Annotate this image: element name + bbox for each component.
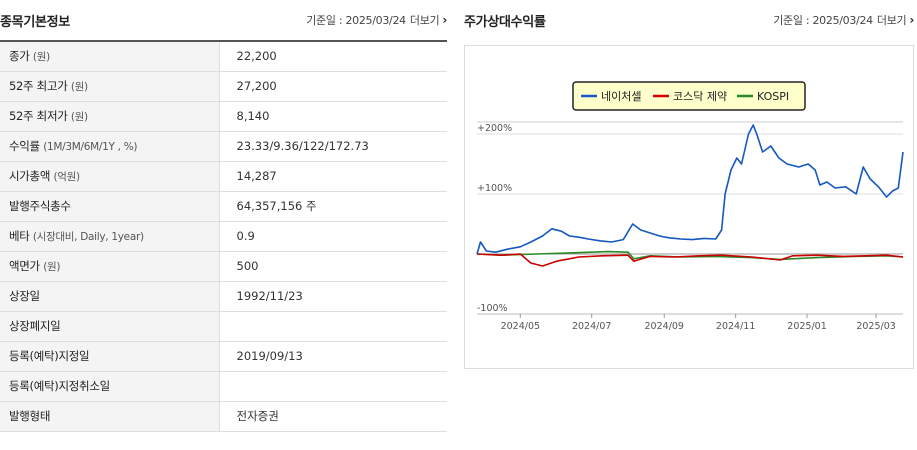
- info-key-unit: (원): [70, 81, 88, 93]
- info-key-unit: (시장대비, Daily, 1year): [32, 231, 144, 243]
- info-row: 발행주식총수 64,357,156 주: [0, 191, 447, 222]
- info-row: 발행형태 전자증권: [0, 401, 447, 432]
- x-tick-label: 2024/07: [572, 321, 611, 332]
- info-key-unit: (원): [70, 111, 88, 123]
- info-row: 액면가 (원) 500: [0, 251, 447, 282]
- y-tick-label: +100%: [477, 183, 512, 194]
- chart-svg: +200% +100% -100% 2024/05 2024/07 2024/09 2024…: [476, 81, 904, 332]
- info-key: 수익률 (1M/3M/6M/1Y , %): [0, 131, 220, 162]
- info-row: 수익률 (1M/3M/6M/1Y , %) 23.33/9.36/122/172.…: [0, 131, 447, 162]
- relative-return-more-label: 더보기: [876, 14, 907, 27]
- info-key-label: 액면가: [9, 259, 40, 273]
- x-tick-label: 2025/03: [856, 321, 895, 332]
- stock-info-panel: 종목기본정보 기준일 : 2025/03/24 더보기 › 종가 (원) 22,20…: [0, 0, 447, 432]
- stock-info-header: 종목기본정보 기준일 : 2025/03/24 더보기 ›: [0, 0, 447, 40]
- info-key-label: 상장일: [9, 289, 40, 303]
- info-key: 등록(예탁)지정취소일: [0, 371, 220, 402]
- info-value: 0.9: [219, 221, 447, 252]
- info-key: 52주 최고가 (원): [0, 71, 220, 102]
- info-key-label: 시가총액: [9, 169, 51, 183]
- y-tick-label: +200%: [477, 123, 512, 134]
- info-value: 23.33/9.36/122/172.73: [219, 131, 447, 162]
- info-row: 상장일 1992/11/23: [0, 281, 447, 312]
- info-value: 전자증권: [219, 401, 447, 432]
- info-value: 1992/11/23: [219, 281, 447, 312]
- stock-info-table: 종가 (원) 22,200 52주 최고가 (원) 27,200 52주 최저가 (원)…: [0, 40, 447, 432]
- info-key-label: 등록(예탁)지정취소일: [9, 379, 110, 393]
- info-row: 종가 (원) 22,200: [0, 41, 447, 72]
- info-key: 액면가 (원): [0, 251, 220, 282]
- series-line: [476, 253, 904, 267]
- info-value: 14,287: [219, 161, 447, 192]
- info-key-label: 발행형태: [9, 409, 51, 423]
- chevron-right-icon: ›: [909, 13, 914, 27]
- relative-return-panel: 주가상대수익률 기준일 : 2025/03/24 더보기 › +200% +100%…: [464, 0, 914, 369]
- relative-return-date: 기준일 : 2025/03/24: [773, 14, 873, 27]
- legend-label: 네이처셀: [601, 90, 641, 103]
- legend-box: [572, 81, 806, 111]
- info-key: 등록(예탁)지정일: [0, 341, 220, 372]
- info-key: 상장일: [0, 281, 220, 312]
- info-value: 500: [219, 251, 447, 282]
- info-key: 52주 최저가 (원): [0, 101, 220, 132]
- x-tick-label: 2024/11: [716, 321, 755, 332]
- info-key: 시가총액 (억원): [0, 161, 220, 192]
- info-key-unit: (억원): [53, 171, 80, 183]
- info-row: 등록(예탁)지정일 2019/09/13: [0, 341, 447, 372]
- info-row: 상장폐지일: [0, 311, 447, 342]
- info-value: 64,357,156 주: [219, 191, 447, 222]
- info-row: 시가총액 (억원) 14,287: [0, 161, 447, 192]
- chevron-right-icon: ›: [442, 13, 447, 27]
- relative-return-title: 주가상대수익률: [464, 14, 546, 30]
- info-key: 베타 (시장대비, Daily, 1year): [0, 221, 220, 252]
- info-key-label: 등록(예탁)지정일: [9, 349, 90, 363]
- legend-label: 코스닥 제약: [673, 89, 727, 103]
- info-value: 2019/09/13: [219, 341, 447, 372]
- info-key-label: 52주 최저가: [9, 109, 68, 123]
- info-row: 베타 (시장대비, Daily, 1year) 0.9: [0, 221, 447, 252]
- info-row: 52주 최저가 (원) 8,140: [0, 101, 447, 132]
- info-key-unit: (1M/3M/6M/1Y , %): [43, 141, 138, 153]
- info-key-label: 52주 최고가: [9, 79, 68, 93]
- info-value: 22,200: [219, 41, 447, 72]
- info-key: 종가 (원): [0, 41, 220, 72]
- x-tick-label: 2024/09: [645, 321, 684, 332]
- stock-info-date: 기준일 : 2025/03/24: [306, 14, 406, 27]
- stock-info-more-link[interactable]: 더보기 ›: [410, 12, 447, 28]
- relative-return-meta: 기준일 : 2025/03/24 더보기 ›: [773, 12, 914, 28]
- stock-info-more-label: 더보기: [409, 14, 440, 27]
- info-value: 8,140: [219, 101, 447, 132]
- info-key-label: 발행주식총수: [9, 199, 71, 213]
- info-key-label: 베타: [9, 229, 30, 243]
- relative-return-chart: +200% +100% -100% 2024/05 2024/07 2024/09 2024…: [464, 45, 914, 369]
- stock-info-title: 종목기본정보: [0, 14, 70, 30]
- info-value: [219, 311, 447, 342]
- legend-label: KOSPI: [757, 90, 789, 103]
- info-key: 발행형태: [0, 401, 220, 432]
- info-key: 상장폐지일: [0, 311, 220, 342]
- info-row: 52주 최고가 (원) 27,200: [0, 71, 447, 102]
- info-value: [219, 371, 447, 402]
- y-tick-label: -100%: [477, 303, 508, 314]
- info-value: 27,200: [219, 71, 447, 102]
- stock-info-meta: 기준일 : 2025/03/24 더보기 ›: [306, 12, 447, 28]
- info-key: 발행주식총수: [0, 191, 220, 222]
- info-key-label: 상장폐지일: [9, 319, 61, 333]
- info-key-label: 종가: [9, 49, 30, 64]
- x-tick-label: 2025/01: [787, 321, 826, 332]
- info-key-unit: (원): [32, 51, 50, 64]
- info-key-label: 수익률: [9, 139, 40, 153]
- info-row: 등록(예탁)지정취소일: [0, 371, 447, 402]
- relative-return-more-link[interactable]: 더보기 ›: [877, 12, 914, 28]
- series-line: [476, 124, 904, 255]
- info-key-unit: (원): [43, 261, 61, 273]
- x-tick-label: 2024/05: [501, 321, 540, 332]
- relative-return-header: 주가상대수익률 기준일 : 2025/03/24 더보기 ›: [464, 0, 914, 40]
